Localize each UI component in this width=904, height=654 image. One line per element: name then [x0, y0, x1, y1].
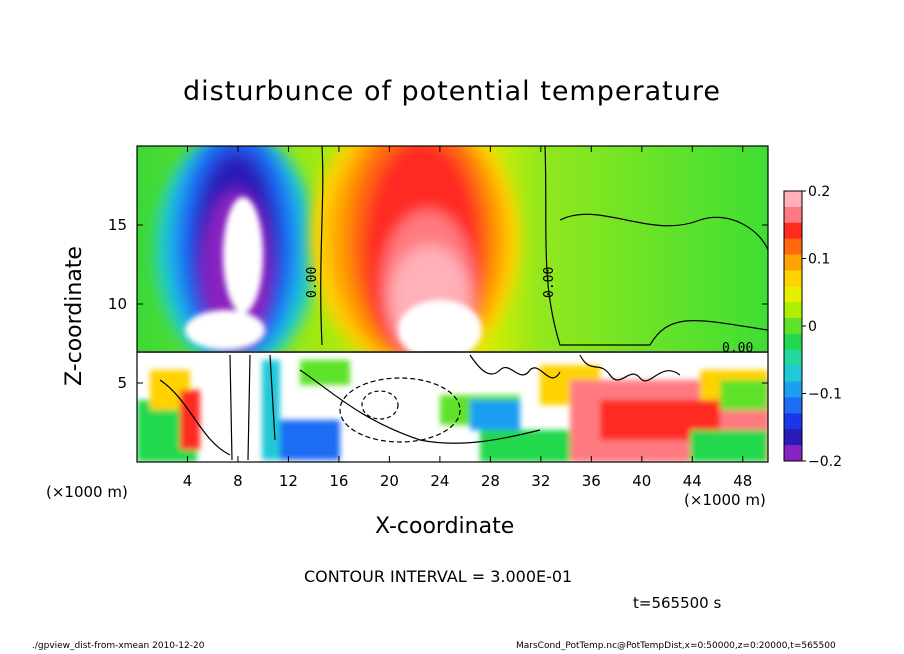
- colorbar-swatch: [784, 429, 802, 446]
- contour-label: 0.00: [722, 341, 753, 356]
- colorbar-swatch: [784, 397, 802, 414]
- y-axis-label: Z-coordinate: [62, 246, 87, 386]
- x-axis-ticks: 4 8 12 16 20 24 28 32 36 40 44 48: [183, 146, 752, 490]
- colorbar-tick-label: −0.2: [808, 454, 842, 470]
- x-tick-label: 48: [733, 472, 752, 490]
- x-tick-label: 8: [233, 472, 243, 490]
- colorbar-tick-label: −0.1: [808, 387, 842, 403]
- x-tick-label: 28: [481, 472, 500, 490]
- colorbar-swatch: [784, 270, 802, 287]
- x-tick-label: 32: [531, 472, 550, 490]
- colorbar-tick-label: 0.1: [808, 252, 830, 268]
- x-unit-label-left: (×1000 m): [46, 483, 128, 501]
- colorbar-swatch: [784, 222, 802, 240]
- x-tick-label: 4: [183, 472, 193, 490]
- colorbar-swatch: [784, 381, 802, 398]
- y-axis-ticks: 5 10 15: [108, 216, 768, 392]
- colorbar-swatch: [784, 445, 802, 462]
- contour-interval: CONTOUR INTERVAL = 3.000E-01: [304, 567, 573, 586]
- x-axis-label: X-coordinate: [375, 514, 515, 539]
- contour-label: 0.00: [542, 267, 557, 298]
- time-label: t=565500 s: [633, 594, 722, 612]
- x-tick-label: 24: [430, 472, 449, 490]
- colorbar-swatch: [784, 254, 802, 271]
- y-tick-label: 15: [108, 216, 127, 234]
- x-unit-label-right: (×1000 m): [684, 491, 766, 509]
- y-tick-label: 5: [117, 374, 127, 392]
- colorbar-swatch: [784, 191, 802, 208]
- x-tick-label: 16: [329, 472, 348, 490]
- heatmap-field: [137, 146, 768, 462]
- x-tick-label: 44: [683, 472, 702, 490]
- x-tick-label: 12: [279, 472, 298, 490]
- colorbar-swatch: [784, 333, 802, 351]
- x-tick-label: 40: [632, 472, 651, 490]
- footer-right: MarsCond_PotTemp.nc@PotTempDist,x=0:5000…: [516, 641, 836, 651]
- y-tick-label: 10: [108, 295, 127, 313]
- colorbar-swatch: [784, 238, 802, 256]
- contour-label: 0.00: [305, 267, 320, 298]
- colorbar-swatch: [784, 365, 802, 383]
- colorbar: 0.2 0.1 0 −0.1 −0.2: [783, 184, 842, 470]
- chart-title: disturbunce of potential temperature: [183, 76, 721, 107]
- colorbar-tick-label: 0.2: [808, 184, 830, 200]
- colorbar-swatch: [784, 206, 802, 224]
- colorbar-swatch: [784, 302, 802, 319]
- colorbar-tick-label: 0: [808, 319, 817, 335]
- footer-left: ./gpview_dist-from-xmean 2010-12-20: [32, 641, 205, 651]
- x-tick-label: 20: [380, 472, 399, 490]
- colorbar-swatch: [784, 413, 802, 430]
- colorbar-swatch: [784, 318, 802, 335]
- x-tick-label: 36: [582, 472, 601, 490]
- colorbar-swatch: [784, 349, 802, 367]
- colorbar-swatch: [784, 286, 802, 303]
